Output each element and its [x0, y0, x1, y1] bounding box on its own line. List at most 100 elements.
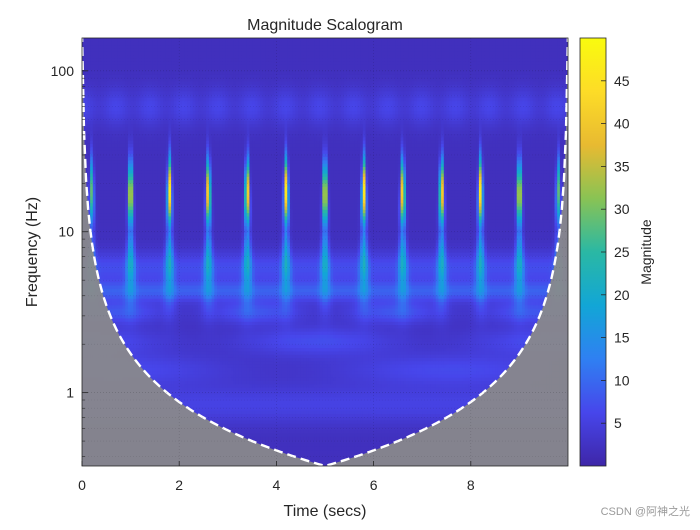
heatmap-cell — [325, 410, 329, 414]
heatmap-cell — [349, 442, 353, 447]
heatmap-cell — [406, 426, 410, 431]
heatmap-cell — [238, 406, 242, 411]
heatmap-cell — [400, 426, 404, 431]
heatmap-cell — [352, 396, 356, 401]
heatmap-cell — [316, 452, 321, 457]
heatmap-cell — [376, 406, 380, 411]
heatmap-cell — [370, 393, 375, 398]
heatmap-cell — [306, 393, 310, 398]
heatmap-cell — [416, 416, 421, 421]
heatmap-cell — [341, 429, 345, 434]
heatmap-cell — [287, 426, 291, 431]
heatmap-cell — [238, 390, 242, 395]
heatmap-cell — [327, 452, 331, 457]
heatmap-cell — [319, 413, 323, 418]
heatmap-cell — [424, 386, 429, 391]
heatmap-cell — [181, 390, 186, 395]
heatmap-cell — [230, 403, 234, 408]
heatmap-cell — [376, 426, 380, 431]
heatmap-cell — [222, 396, 226, 401]
heatmap-cell — [330, 406, 334, 411]
heatmap-cell — [365, 390, 369, 395]
heatmap-cell — [387, 423, 391, 428]
heatmap-cell — [343, 426, 348, 431]
heatmap-cell — [225, 419, 229, 424]
heatmap-cell — [181, 400, 186, 405]
heatmap-cell — [360, 429, 364, 434]
heatmap-cell — [217, 403, 221, 408]
heatmap-cell — [381, 423, 385, 428]
heatmap-cell — [298, 380, 302, 385]
heatmap-cell — [343, 456, 348, 461]
heatmap-cell — [349, 446, 353, 451]
heatmap-cell — [222, 406, 226, 411]
heatmap-cell — [414, 386, 418, 391]
heatmap-cell — [273, 433, 277, 437]
heatmap-cell — [352, 439, 356, 444]
heatmap-cell — [292, 423, 296, 428]
heatmap-cell — [411, 413, 415, 418]
heatmap-cell — [430, 383, 434, 388]
heatmap-cell — [308, 400, 313, 405]
heatmap-cell — [333, 433, 337, 437]
heatmap-cell — [287, 436, 291, 441]
heatmap-cell — [349, 433, 353, 437]
heatmap-cell — [322, 449, 326, 454]
heatmap-cell — [311, 410, 315, 414]
heatmap-cell — [235, 383, 240, 388]
heatmap-cell — [308, 410, 313, 414]
heatmap-cell — [198, 396, 202, 401]
heatmap-cell — [427, 413, 431, 418]
heatmap-cell — [233, 400, 237, 405]
heatmap-cell — [435, 403, 439, 408]
heatmap-cell — [303, 456, 307, 461]
heatmap-cell — [306, 410, 310, 414]
heatmap-cell — [273, 380, 277, 385]
heatmap-cell — [230, 419, 234, 424]
heatmap-cell — [276, 446, 280, 451]
heatmap-cell — [349, 386, 353, 391]
heatmap-cell — [443, 383, 448, 388]
heatmap-cell — [225, 400, 229, 405]
heatmap-cell — [365, 383, 369, 388]
heatmap-cell — [211, 400, 215, 405]
heatmap-cell — [343, 386, 348, 391]
heatmap-cell — [473, 386, 477, 391]
heatmap-cell — [341, 452, 345, 457]
heatmap-cell — [225, 403, 229, 408]
heatmap-cell — [381, 400, 385, 405]
heatmap-cell — [179, 396, 183, 401]
heatmap-cell — [403, 406, 407, 411]
heatmap-cell — [322, 456, 326, 461]
heatmap-cell — [322, 433, 326, 437]
heatmap-cell — [387, 396, 391, 401]
heatmap-cell — [368, 439, 372, 444]
heatmap-cell — [400, 386, 404, 391]
heatmap-cell — [406, 410, 410, 414]
heatmap-cell — [325, 390, 329, 395]
heatmap-cell — [443, 396, 448, 401]
heatmap-cell — [252, 423, 256, 428]
heatmap-cell — [441, 393, 445, 398]
heatmap-cell — [462, 390, 466, 395]
heatmap-cell — [262, 400, 267, 405]
heatmap-cell — [268, 400, 272, 405]
heatmap-cell — [308, 433, 313, 437]
heatmap-cell — [381, 413, 385, 418]
heatmap-cell — [276, 433, 280, 437]
heatmap-cell — [225, 380, 229, 385]
heatmap-cell — [327, 406, 331, 411]
heatmap-cell — [279, 403, 283, 408]
heatmap-cell — [314, 442, 318, 447]
heatmap-cell — [346, 383, 350, 388]
heatmap-cell — [335, 390, 340, 395]
heatmap-cell — [403, 423, 407, 428]
heatmap-cell — [352, 390, 356, 395]
heatmap-cell — [241, 380, 245, 385]
heatmap-cell — [327, 433, 331, 437]
heatmap-cell — [295, 436, 299, 441]
heatmap-cell — [300, 439, 304, 444]
heatmap-cell — [268, 393, 272, 398]
heatmap-cell — [268, 419, 272, 424]
heatmap-cell — [379, 403, 383, 408]
